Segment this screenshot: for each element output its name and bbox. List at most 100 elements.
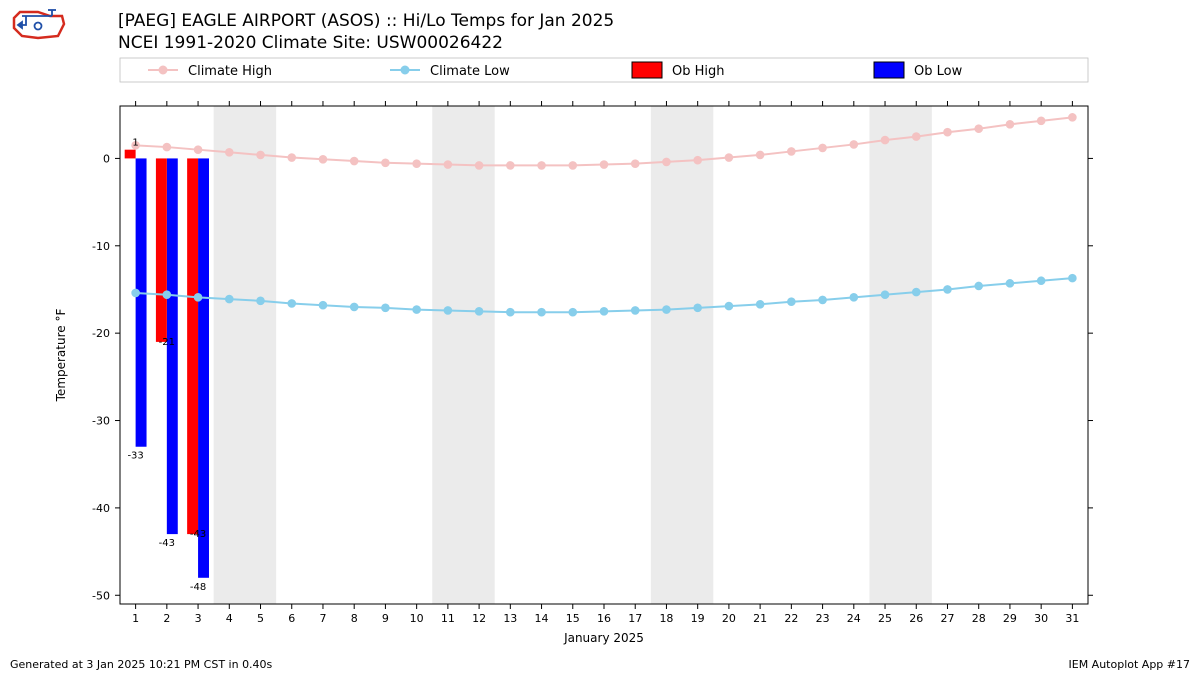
x-tick-label: 4 (226, 612, 233, 625)
climate-high-marker (382, 159, 390, 167)
climate-high-marker (413, 160, 421, 168)
climate-low-marker (631, 307, 639, 315)
chart-root: [PAEG] EAGLE AIRPORT (ASOS) :: Hi/Lo Tem… (0, 0, 1200, 675)
climate-low-marker (1037, 277, 1045, 285)
x-tick-label: 8 (351, 612, 358, 625)
climate-high-marker (944, 128, 952, 136)
climate-high-marker (538, 162, 546, 170)
climate-low-marker (382, 304, 390, 312)
x-tick-label: 29 (1003, 612, 1017, 625)
x-tick-label: 31 (1065, 612, 1079, 625)
x-tick-label: 12 (472, 612, 486, 625)
climate-high-marker (725, 154, 733, 162)
climate-high-marker (1069, 114, 1077, 122)
x-tick-label: 16 (597, 612, 611, 625)
climate-low-marker (819, 296, 827, 304)
climate-high-marker (444, 161, 452, 169)
bar-annotation: -43 (159, 538, 175, 549)
climate-low-marker (1006, 280, 1014, 288)
y-tick-label: -40 (92, 502, 110, 515)
ob-high-bar (156, 158, 167, 341)
bar-annotation: -21 (159, 337, 175, 348)
climate-high-marker (975, 125, 983, 133)
x-tick-label: 1 (132, 612, 139, 625)
x-tick-label: 25 (878, 612, 892, 625)
ob-low-bar (136, 158, 147, 446)
x-tick-label: 20 (722, 612, 736, 625)
climate-low-marker (912, 288, 920, 296)
climate-low-marker (194, 294, 202, 302)
climate-low-marker (288, 300, 296, 308)
x-tick-label: 11 (441, 612, 455, 625)
climate-low-marker (569, 308, 577, 316)
climate-high-marker (600, 161, 608, 169)
x-tick-label: 5 (257, 612, 264, 625)
climate-low-marker (538, 308, 546, 316)
weekend-band (651, 106, 713, 604)
climate-high-marker (881, 136, 889, 144)
climate-high-marker (194, 146, 202, 154)
climate-low-marker (319, 301, 327, 309)
climate-low-marker (163, 291, 171, 299)
x-axis-label: January 2025 (563, 631, 644, 645)
x-tick-label: 13 (503, 612, 517, 625)
climate-low-marker (350, 303, 358, 311)
ob-low-bar (198, 158, 209, 577)
climate-high-marker (350, 157, 358, 165)
climate-low-marker (788, 298, 796, 306)
y-tick-label: 0 (103, 152, 110, 165)
x-tick-label: 19 (691, 612, 705, 625)
x-tick-label: 17 (628, 612, 642, 625)
climate-low-marker (475, 308, 483, 316)
climate-low-marker (225, 295, 233, 303)
legend-label: Climate High (188, 64, 272, 79)
x-tick-label: 6 (288, 612, 295, 625)
bar-annotation: 1 (132, 138, 138, 149)
chart-title-2: NCEI 1991-2020 Climate Site: USW00026422 (118, 33, 503, 53)
y-axis-label: Temperature °F (54, 309, 68, 403)
chart-svg: [PAEG] EAGLE AIRPORT (ASOS) :: Hi/Lo Tem… (0, 0, 1200, 675)
climate-high-marker (819, 144, 827, 152)
x-tick-label: 3 (195, 612, 202, 625)
climate-low-marker (694, 304, 702, 312)
climate-low-marker (257, 297, 265, 305)
legend-label: Ob Low (914, 64, 963, 79)
x-tick-label: 27 (940, 612, 954, 625)
climate-low-marker (881, 291, 889, 299)
x-tick-label: 7 (319, 612, 326, 625)
climate-low-marker (756, 301, 764, 309)
climate-high-marker (225, 149, 233, 157)
x-tick-label: 28 (972, 612, 986, 625)
climate-high-marker (756, 151, 764, 159)
legend-item: Ob High (632, 62, 725, 79)
x-tick-label: 22 (784, 612, 798, 625)
y-tick-label: -30 (92, 415, 110, 428)
x-tick-label: 2 (163, 612, 170, 625)
climate-low-marker (975, 282, 983, 290)
chart-title-1: [PAEG] EAGLE AIRPORT (ASOS) :: Hi/Lo Tem… (118, 11, 614, 31)
x-tick-label: 23 (816, 612, 830, 625)
climate-low-marker (413, 306, 421, 314)
x-tick-label: 9 (382, 612, 389, 625)
climate-high-marker (663, 158, 671, 166)
bar-annotation: -48 (190, 582, 206, 593)
x-tick-label: 30 (1034, 612, 1048, 625)
legend-item: Ob Low (874, 62, 963, 79)
climate-high-marker (912, 133, 920, 141)
ob-high-bar (125, 150, 136, 159)
climate-high-marker (788, 148, 796, 156)
x-tick-label: 21 (753, 612, 767, 625)
footer-generated: Generated at 3 Jan 2025 10:21 PM CST in … (10, 658, 272, 671)
iem-logo (8, 6, 68, 42)
legend-label: Climate Low (430, 64, 510, 79)
weekend-band (869, 106, 931, 604)
x-tick-label: 18 (659, 612, 673, 625)
climate-high-marker (631, 160, 639, 168)
climate-low-marker (725, 302, 733, 310)
climate-high-marker (319, 155, 327, 163)
x-tick-label: 10 (410, 612, 424, 625)
climate-high-marker (694, 156, 702, 164)
x-tick-label: 15 (566, 612, 580, 625)
ob-high-bar (187, 158, 198, 534)
climate-high-marker (507, 162, 515, 170)
